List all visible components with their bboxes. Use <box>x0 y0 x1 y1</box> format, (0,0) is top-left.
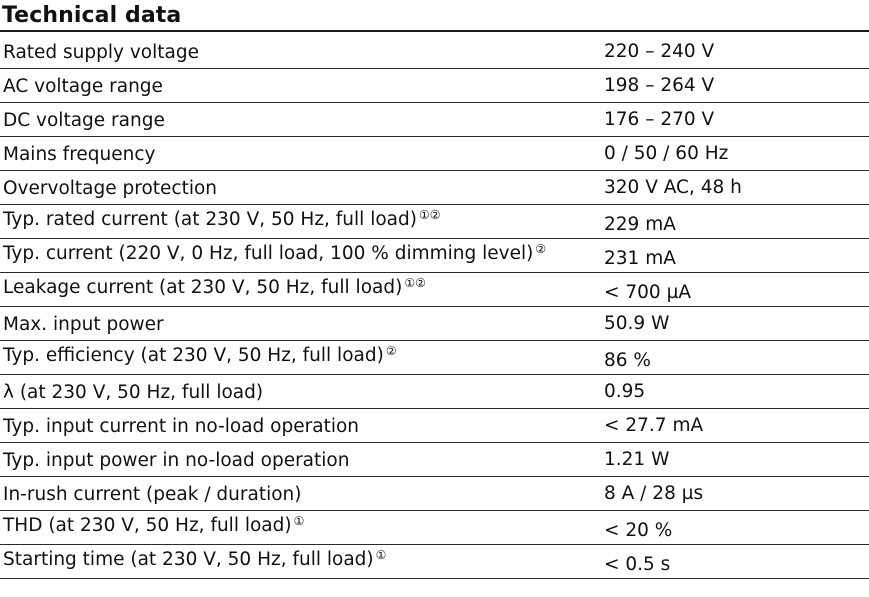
table-row: Starting time (at 230 V, 50 Hz, full loa… <box>0 545 869 579</box>
table-row: Typ. input power in no-load operation 1.… <box>0 443 869 477</box>
parameter-label: Typ. input current in no-load operation <box>3 416 360 437</box>
title-divider <box>0 30 869 32</box>
parameter-label: In-rush current (peak / duration) <box>3 484 302 505</box>
footnote-marker: ①② <box>418 208 441 222</box>
parameter-label: Typ. efficiency (at 230 V, 50 Hz, full l… <box>3 344 397 366</box>
table-row: Overvoltage protection 320 V AC, 48 h <box>0 171 869 205</box>
footnote-marker: ①② <box>404 276 426 290</box>
parameter-label: Overvoltage protection <box>3 178 218 199</box>
parameter-label: Starting time (at 230 V, 50 Hz, full loa… <box>3 548 387 570</box>
parameter-value: 0.95 <box>604 381 646 402</box>
parameter-value: 220 – 240 V <box>604 41 715 62</box>
table-row: DC voltage range 176 – 270 V <box>0 103 869 137</box>
parameter-label: Typ. rated current (at 230 V, 50 Hz, ful… <box>3 208 441 230</box>
table-row: In-rush current (peak / duration) 8 A / … <box>0 477 869 511</box>
parameter-value: 320 V AC, 48 h <box>604 177 742 198</box>
parameter-value: < 0.5 s <box>604 554 671 575</box>
parameter-label: Mains frequency <box>3 144 156 165</box>
table-row: Max. input power 50.9 W <box>0 307 869 341</box>
table-row: Mains frequency 0 / 50 / 60 Hz <box>0 137 869 171</box>
parameter-label: Leakage current (at 230 V, 50 Hz, full l… <box>3 276 426 298</box>
footnote-marker: ② <box>385 344 397 358</box>
parameter-value: 198 – 264 V <box>604 75 715 96</box>
footnote-marker: ② <box>535 242 547 256</box>
table-row: λ (at 230 V, 50 Hz, full load) 0.95 <box>0 375 869 409</box>
parameter-label: Max. input power <box>3 314 164 335</box>
parameter-value: 231 mA <box>604 248 676 269</box>
parameter-value: 176 – 270 V <box>604 109 715 130</box>
table-row: Typ. input current in no-load operation … <box>0 409 869 443</box>
parameter-label: Typ. current (220 V, 0 Hz, full load, 10… <box>3 242 547 264</box>
parameter-value: 0 / 50 / 60 Hz <box>604 143 729 164</box>
parameter-value: 8 A / 28 µs <box>604 483 704 504</box>
parameter-label: DC voltage range <box>3 110 165 131</box>
parameter-value: 86 % <box>604 350 651 371</box>
table-row: Typ. efficiency (at 230 V, 50 Hz, full l… <box>0 341 869 375</box>
parameter-value: 1.21 W <box>604 449 670 470</box>
parameter-label: THD (at 230 V, 50 Hz, full load) ① <box>3 514 305 536</box>
parameter-value: < 700 µA <box>604 282 691 303</box>
table-row: Typ. rated current (at 230 V, 50 Hz, ful… <box>0 205 869 239</box>
table-row: Rated supply voltage 220 – 240 V <box>0 35 869 69</box>
footnote-marker: ① <box>293 514 305 528</box>
table-row: Leakage current (at 230 V, 50 Hz, full l… <box>0 273 869 307</box>
footnote-marker: ① <box>375 548 387 562</box>
parameter-value: < 20 % <box>604 520 673 541</box>
table-row: AC voltage range 198 – 264 V <box>0 69 869 103</box>
parameter-label: λ (at 230 V, 50 Hz, full load) <box>3 382 264 403</box>
table-row: THD (at 230 V, 50 Hz, full load) ① < 20 % <box>0 511 869 545</box>
parameter-label: Typ. input power in no-load operation <box>3 450 350 471</box>
parameter-label: AC voltage range <box>3 76 163 97</box>
parameter-value: 229 mA <box>604 214 676 235</box>
parameter-label: Rated supply voltage <box>3 42 199 63</box>
parameter-value: < 27.7 mA <box>604 415 704 436</box>
technical-data-table: Rated supply voltage 220 – 240 V AC volt… <box>0 35 869 579</box>
section-title: Technical data <box>2 3 182 28</box>
parameter-value: 50.9 W <box>604 313 670 334</box>
table-row: Typ. current (220 V, 0 Hz, full load, 10… <box>0 239 869 273</box>
